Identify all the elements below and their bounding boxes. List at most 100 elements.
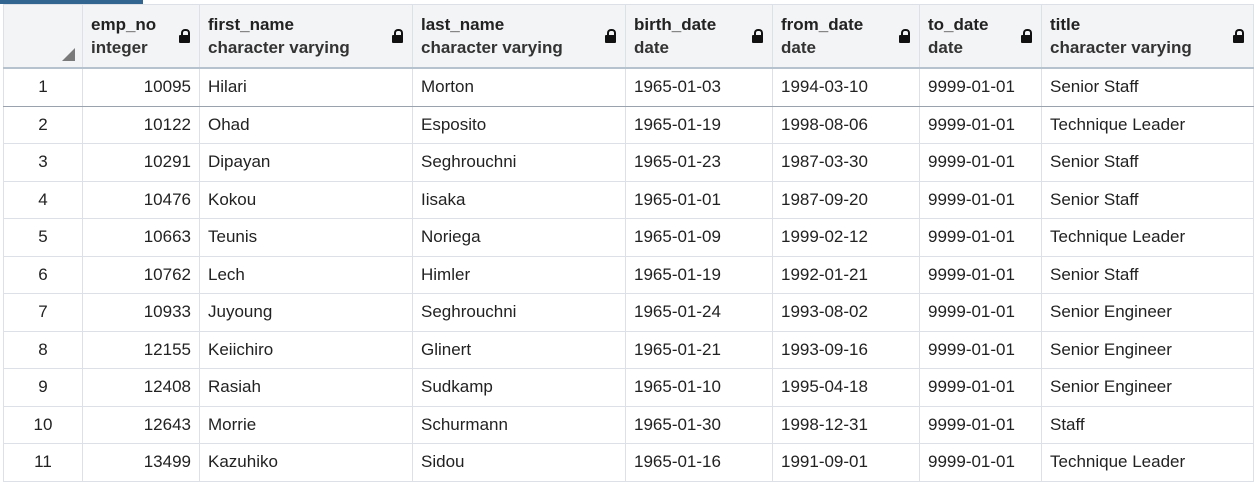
table-row[interactable]: 5 10663 Teunis Noriega 1965-01-09 1999-02-12 9…	[3, 218, 1254, 257]
select-all-corner[interactable]	[3, 4, 83, 69]
column-header-birth-date[interactable]: birth_date date	[625, 4, 773, 69]
column-header-emp-no[interactable]: emp_no integer	[82, 4, 200, 69]
cell-from-date[interactable]: 1999-02-12	[772, 218, 920, 257]
cell-title[interactable]: Senior Staff	[1041, 255, 1254, 294]
cell-to-date[interactable]: 9999-01-01	[919, 143, 1042, 182]
table-row[interactable]: 10 12643 Morrie Schurmann 1965-01-30 1998-12-…	[3, 405, 1254, 444]
cell-last-name[interactable]: Sudkamp	[412, 368, 626, 407]
cell-first-name[interactable]: Lech	[199, 255, 413, 294]
column-header-title[interactable]: title character varying	[1041, 4, 1254, 69]
table-row[interactable]: 3 10291 Dipayan Seghrouchni 1965-01-23 1987-0…	[3, 143, 1254, 182]
cell-emp-no[interactable]: 10933	[82, 293, 200, 332]
cell-first-name[interactable]: Kokou	[199, 180, 413, 219]
row-number[interactable]: 5	[3, 218, 83, 257]
cell-from-date[interactable]: 1998-12-31	[772, 405, 920, 444]
cell-from-date[interactable]: 1998-08-06	[772, 105, 920, 144]
cell-birth-date[interactable]: 1965-01-16	[625, 443, 773, 482]
cell-last-name[interactable]: Esposito	[412, 105, 626, 144]
cell-emp-no[interactable]: 10762	[82, 255, 200, 294]
column-header-last-name[interactable]: last_name character varying	[412, 4, 626, 69]
cell-first-name[interactable]: Juyoung	[199, 293, 413, 332]
cell-emp-no[interactable]: 10476	[82, 180, 200, 219]
cell-title[interactable]: Senior Engineer	[1041, 330, 1254, 369]
cell-emp-no[interactable]: 12643	[82, 405, 200, 444]
cell-last-name[interactable]: Noriega	[412, 218, 626, 257]
cell-last-name[interactable]: Seghrouchni	[412, 143, 626, 182]
cell-title[interactable]: Technique Leader	[1041, 218, 1254, 257]
table-row[interactable]: 6 10762 Lech Himler 1965-01-19 1992-01-21 9999…	[3, 255, 1254, 294]
cell-from-date[interactable]: 1991-09-01	[772, 443, 920, 482]
row-number[interactable]: 2	[3, 105, 83, 144]
cell-title[interactable]: Senior Staff	[1041, 143, 1254, 182]
cell-emp-no[interactable]: 13499	[82, 443, 200, 482]
cell-birth-date[interactable]: 1965-01-10	[625, 368, 773, 407]
cell-last-name[interactable]: Glinert	[412, 330, 626, 369]
cell-last-name[interactable]: Sidou	[412, 443, 626, 482]
row-number[interactable]: 7	[3, 293, 83, 332]
row-number[interactable]: 1	[3, 67, 83, 107]
row-number[interactable]: 11	[3, 443, 83, 482]
cell-emp-no[interactable]: 12155	[82, 330, 200, 369]
row-number[interactable]: 3	[3, 143, 83, 182]
cell-emp-no[interactable]: 10663	[82, 218, 200, 257]
cell-birth-date[interactable]: 1965-01-30	[625, 405, 773, 444]
cell-first-name[interactable]: Dipayan	[199, 143, 413, 182]
cell-last-name[interactable]: Himler	[412, 255, 626, 294]
table-row[interactable]: 8 12155 Keiichiro Glinert 1965-01-21 1993-09-…	[3, 330, 1254, 369]
row-number[interactable]: 4	[3, 180, 83, 219]
column-header-to-date[interactable]: to_date date	[919, 4, 1042, 69]
table-row[interactable]: 2 10122 Ohad Esposito 1965-01-19 1998-08-06 99…	[3, 105, 1254, 144]
row-number[interactable]: 10	[3, 405, 83, 444]
row-number[interactable]: 6	[3, 255, 83, 294]
cell-first-name[interactable]: Teunis	[199, 218, 413, 257]
cell-to-date[interactable]: 9999-01-01	[919, 255, 1042, 294]
cell-birth-date[interactable]: 1965-01-01	[625, 180, 773, 219]
cell-birth-date[interactable]: 1965-01-24	[625, 293, 773, 332]
cell-to-date[interactable]: 9999-01-01	[919, 330, 1042, 369]
cell-birth-date[interactable]: 1965-01-21	[625, 330, 773, 369]
cell-first-name[interactable]: Morrie	[199, 405, 413, 444]
cell-last-name[interactable]: Morton	[412, 67, 626, 107]
cell-title[interactable]: Technique Leader	[1041, 443, 1254, 482]
cell-title[interactable]: Technique Leader	[1041, 105, 1254, 144]
cell-birth-date[interactable]: 1965-01-19	[625, 105, 773, 144]
cell-to-date[interactable]: 9999-01-01	[919, 368, 1042, 407]
cell-title[interactable]: Senior Engineer	[1041, 368, 1254, 407]
cell-from-date[interactable]: 1992-01-21	[772, 255, 920, 294]
cell-emp-no[interactable]: 12408	[82, 368, 200, 407]
cell-title[interactable]: Senior Staff	[1041, 67, 1254, 107]
cell-emp-no[interactable]: 10122	[82, 105, 200, 144]
table-row[interactable]: 4 10476 Kokou Iisaka 1965-01-01 1987-09-20 999…	[3, 180, 1254, 219]
cell-first-name[interactable]: Kazuhiko	[199, 443, 413, 482]
cell-from-date[interactable]: 1993-09-16	[772, 330, 920, 369]
cell-title[interactable]: Staff	[1041, 405, 1254, 444]
cell-to-date[interactable]: 9999-01-01	[919, 180, 1042, 219]
cell-birth-date[interactable]: 1965-01-23	[625, 143, 773, 182]
cell-last-name[interactable]: Schurmann	[412, 405, 626, 444]
cell-birth-date[interactable]: 1965-01-09	[625, 218, 773, 257]
column-header-first-name[interactable]: first_name character varying	[199, 4, 413, 69]
cell-last-name[interactable]: Seghrouchni	[412, 293, 626, 332]
table-row[interactable]: 7 10933 Juyoung Seghrouchni 1965-01-24 1993-0…	[3, 293, 1254, 332]
cell-to-date[interactable]: 9999-01-01	[919, 405, 1042, 444]
cell-from-date[interactable]: 1993-08-02	[772, 293, 920, 332]
table-row[interactable]: 9 12408 Rasiah Sudkamp 1965-01-10 1995-04-18 9…	[3, 368, 1254, 407]
cell-birth-date[interactable]: 1965-01-03	[625, 67, 773, 107]
cell-first-name[interactable]: Hilari	[199, 67, 413, 107]
table-row[interactable]: 1 10095 Hilari Morton 1965-01-03 1994-03-10 99…	[3, 67, 1254, 107]
cell-from-date[interactable]: 1987-09-20	[772, 180, 920, 219]
cell-last-name[interactable]: Iisaka	[412, 180, 626, 219]
column-header-from-date[interactable]: from_date date	[772, 4, 920, 69]
cell-from-date[interactable]: 1987-03-30	[772, 143, 920, 182]
cell-first-name[interactable]: Ohad	[199, 105, 413, 144]
cell-title[interactable]: Senior Staff	[1041, 180, 1254, 219]
cell-to-date[interactable]: 9999-01-01	[919, 293, 1042, 332]
cell-first-name[interactable]: Rasiah	[199, 368, 413, 407]
cell-from-date[interactable]: 1995-04-18	[772, 368, 920, 407]
cell-emp-no[interactable]: 10291	[82, 143, 200, 182]
cell-to-date[interactable]: 9999-01-01	[919, 67, 1042, 107]
cell-emp-no[interactable]: 10095	[82, 67, 200, 107]
cell-to-date[interactable]: 9999-01-01	[919, 105, 1042, 144]
cell-from-date[interactable]: 1994-03-10	[772, 67, 920, 107]
row-number[interactable]: 9	[3, 368, 83, 407]
